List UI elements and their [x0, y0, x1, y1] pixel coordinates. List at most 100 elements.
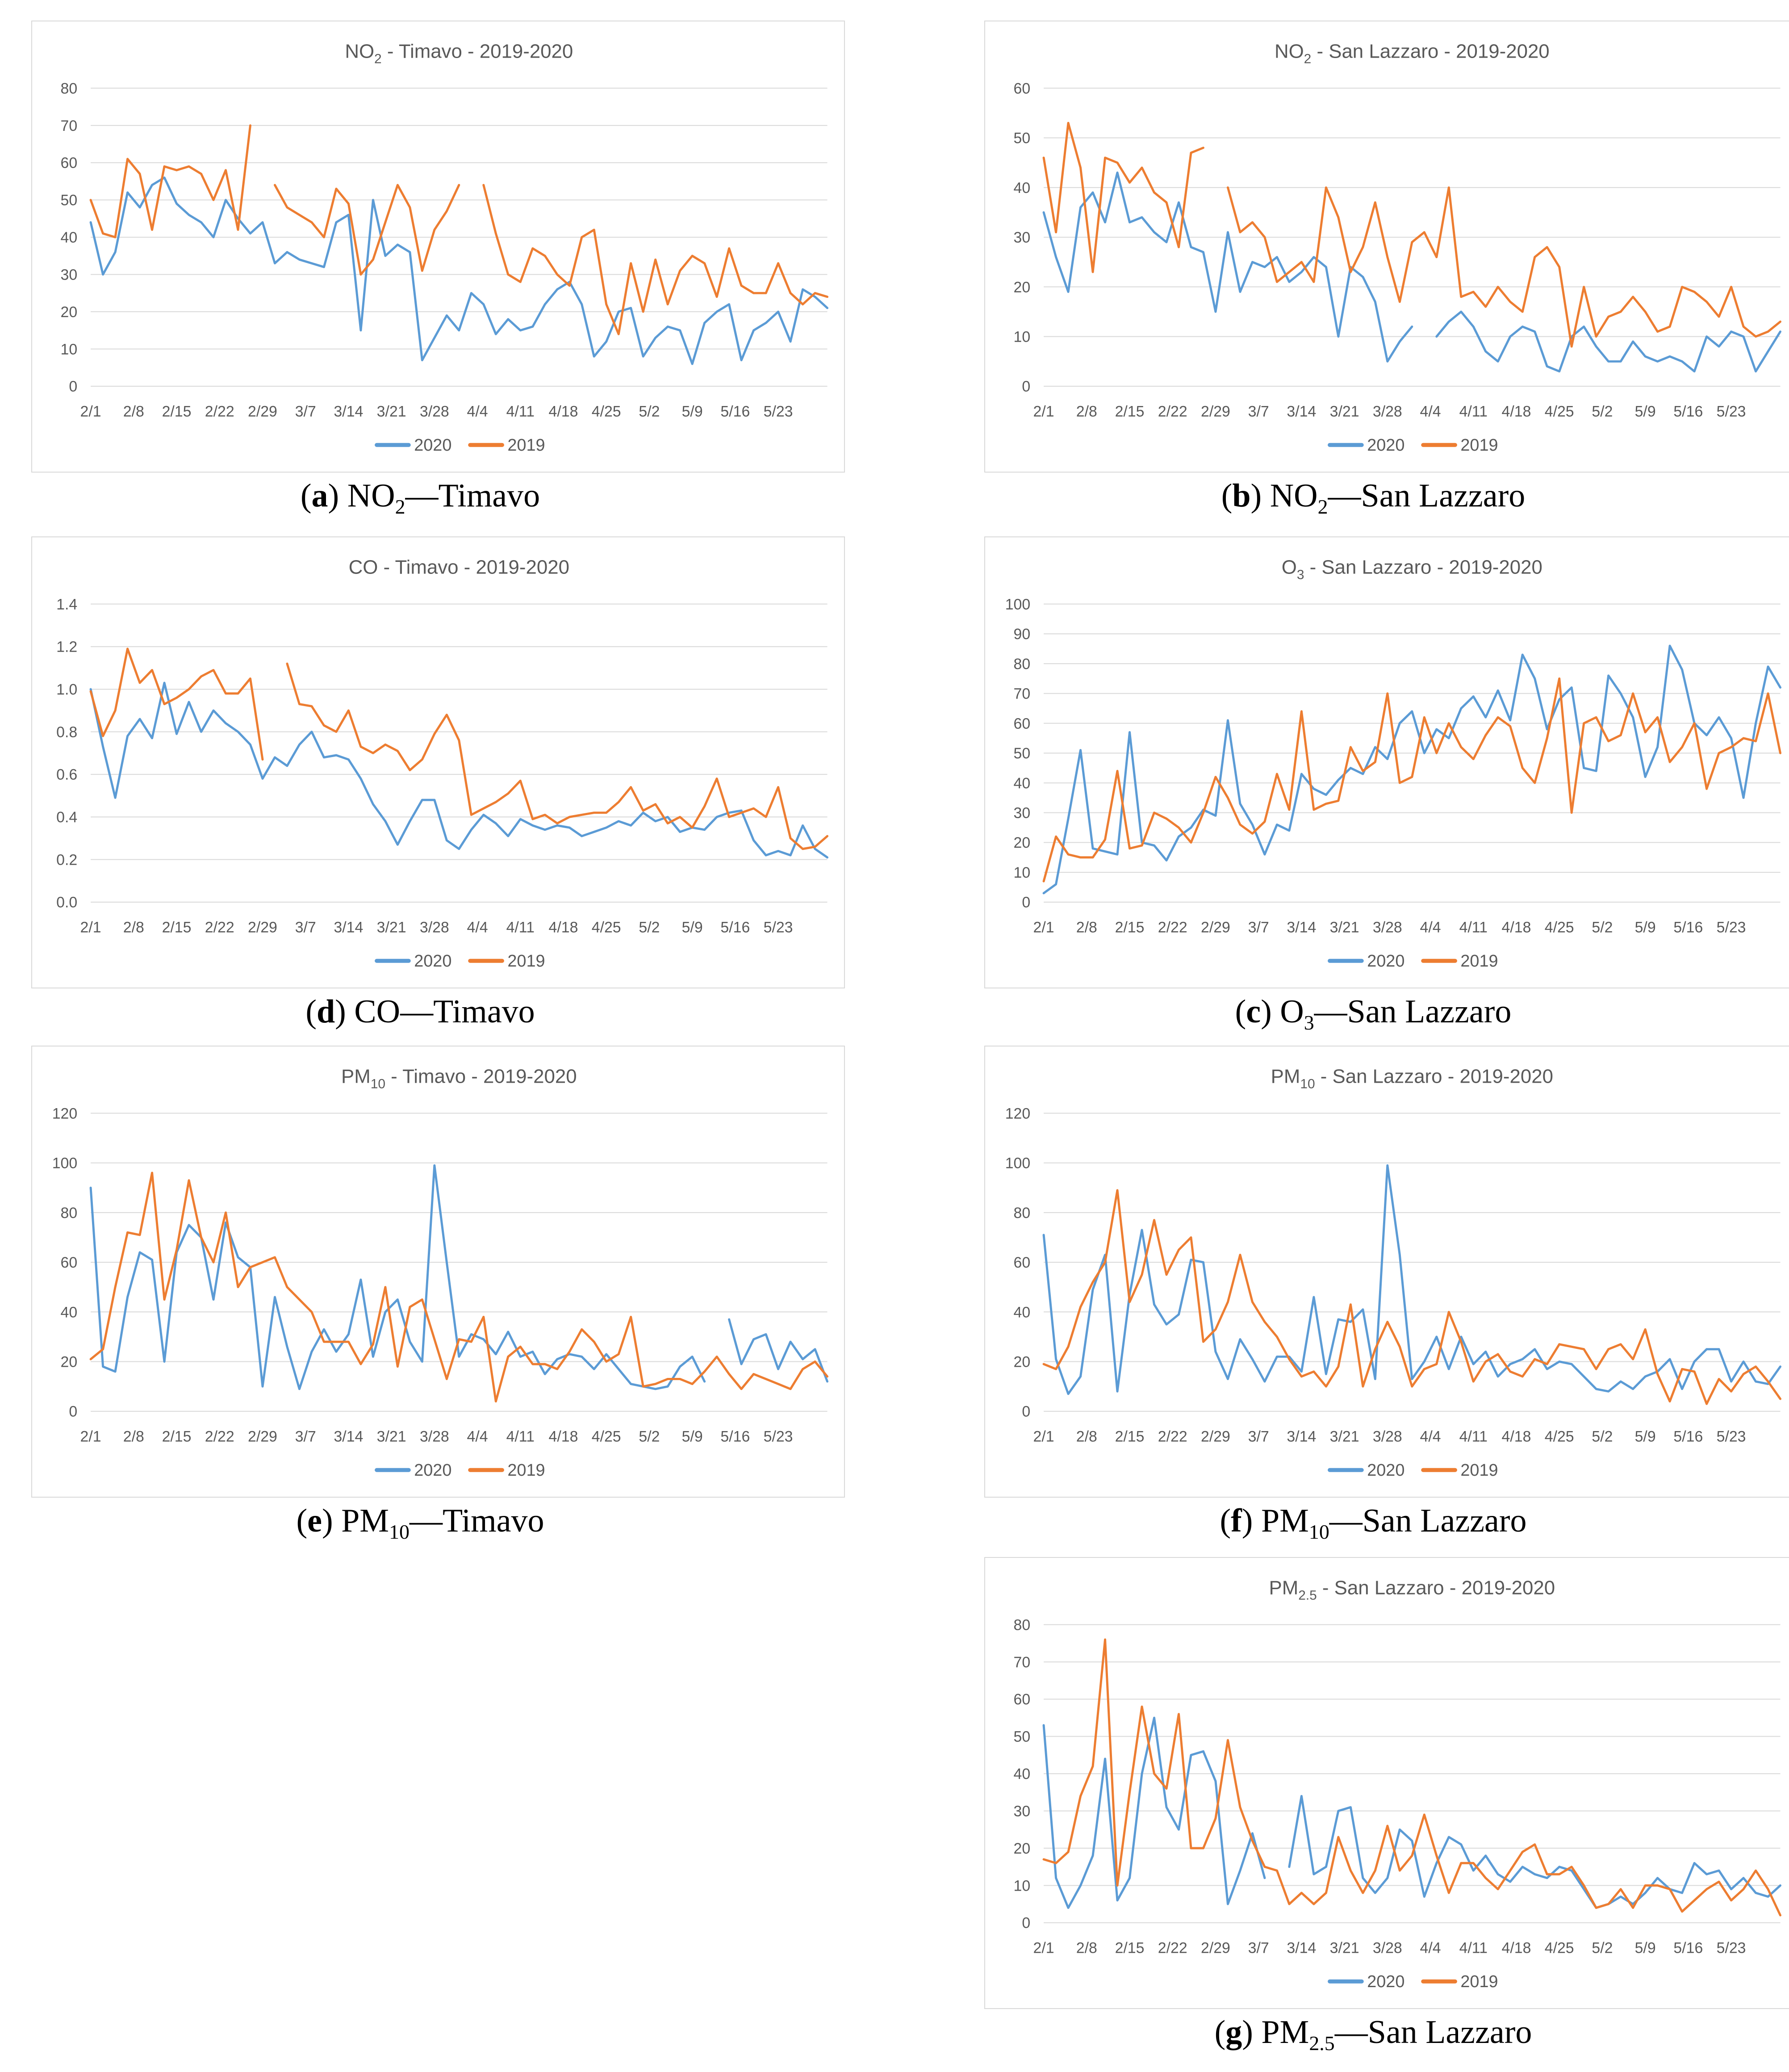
x-tick-label: 5/16 — [720, 403, 750, 420]
series-line-2020 — [1042, 645, 1782, 895]
chart-title: O3 - San Lazzaro - 2019-2020 — [1282, 557, 1542, 582]
chart-no2-san-lazzaro: 0 10 20 30 40 50 60 2/1 2/8 2/15 2/22 2/29 3/7 3/14 3/… — [1014, 41, 1782, 455]
caption-b: (b) NO2—San Lazzaro — [966, 469, 1780, 534]
y-tick-label: 10 — [1014, 328, 1031, 345]
chart-title: PM2.5 - San Lazzaro - 2019-2020 — [1269, 1577, 1555, 1603]
y-tick-label: 80 — [1014, 1205, 1031, 1222]
x-tick-label: 2/1 — [1033, 1939, 1054, 1956]
x-tick-label: 2/8 — [1076, 1428, 1097, 1445]
y-tick-label: 60 — [61, 1254, 78, 1271]
series-line-2019 — [273, 184, 460, 276]
x-tick-label: 4/11 — [1459, 403, 1488, 420]
y-tick-label: 0.8 — [56, 724, 77, 741]
y-tick-label: 40 — [61, 229, 78, 246]
caption-letter: g — [1225, 2014, 1242, 2051]
x-tick-label: 4/25 — [592, 1428, 621, 1445]
x-tick-label: 5/9 — [1635, 403, 1656, 420]
chart-pm10-timavo: 0 20 40 60 80 100 120 2/1 2/8 2/15 2/22 2/29 3/7 3/14… — [52, 1066, 829, 1480]
series-line-2020 — [728, 1318, 829, 1383]
x-tick-label: 4/18 — [1502, 919, 1531, 936]
caption-formula: PM — [341, 1503, 389, 1539]
x-tick-label: 5/16 — [1673, 1939, 1703, 1956]
y-tick-label: 40 — [1014, 1304, 1031, 1321]
series-line-2020 — [89, 1164, 706, 1390]
x-tick-label: 4/18 — [1502, 403, 1531, 420]
x-tick-label: 3/28 — [420, 403, 449, 420]
x-tick-label: 4/4 — [467, 919, 488, 936]
x-tick-label: 5/2 — [639, 1428, 660, 1445]
chart-title: CO - Timavo - 2019-2020 — [349, 557, 569, 578]
x-tick-label: 2/1 — [1033, 1428, 1054, 1445]
y-tick-label: 0 — [69, 1403, 77, 1420]
y-tick-label: 10 — [61, 341, 78, 358]
series-line-2020 — [1042, 1164, 1782, 1395]
x-tick-label: 3/14 — [1287, 919, 1316, 936]
chart-pm25-san-lazzaro: 0 10 20 30 40 50 60 70 80 2/1 2/8 2/15 2/22 2/29 3/7 3/… — [1014, 1577, 1782, 1991]
y-tick-label: 20 — [1014, 1840, 1031, 1857]
y-tick-label: 80 — [61, 80, 78, 97]
chart-panel-co-timavo: 0.0 0.2 0.4 0.6 0.8 1.0 1.2 1.4 2/1 2/8 2/15 2/22 2/… — [31, 536, 845, 988]
y-tick-label: 80 — [61, 1205, 78, 1222]
x-tick-label: 3/7 — [295, 403, 316, 420]
x-tick-label: 5/23 — [764, 919, 793, 936]
y-tick-label: 10 — [1014, 1877, 1031, 1894]
chart-panel-pm25-san-lazzaro: 0 10 20 30 40 50 60 70 80 2/1 2/8 2/15 2/22 2/29 3/7 3/… — [984, 1557, 1789, 2009]
chart-pm10-san-lazzaro: 0 20 40 60 80 100 120 2/1 2/8 2/15 2/22 2/29 3/7 3/14… — [1005, 1066, 1782, 1480]
x-tick-label: 2/29 — [1201, 919, 1230, 936]
y-tick-label: 30 — [61, 266, 78, 283]
caption-paren-open: ( — [1221, 477, 1233, 514]
legend-label-2020: 2020 — [414, 952, 451, 971]
x-tick-label: 2/8 — [123, 403, 144, 420]
series-line-2019 — [1042, 1638, 1782, 1917]
caption-letter: f — [1231, 1503, 1242, 1539]
caption-station: San Lazzaro — [1347, 993, 1512, 1030]
x-tick-label: 4/11 — [506, 919, 535, 936]
caption-dash: — — [1329, 1503, 1363, 1539]
x-tick-label: 2/8 — [1076, 403, 1097, 420]
caption-paren-open: ( — [305, 993, 317, 1030]
caption-dash: — — [1314, 993, 1347, 1030]
caption-paren-close: ) — [1250, 477, 1270, 514]
x-tick-label: 3/28 — [1373, 1939, 1402, 1956]
x-tick-label: 4/4 — [1420, 1428, 1441, 1445]
x-tick-label: 4/4 — [1420, 403, 1441, 420]
y-tick-label: 70 — [1014, 686, 1031, 703]
legend-label-2020: 2020 — [414, 436, 451, 455]
x-tick-label: 4/4 — [467, 1428, 488, 1445]
caption-paren-open: ( — [300, 477, 312, 514]
legend-label-2019: 2019 — [507, 1461, 545, 1480]
x-tick-label: 2/22 — [205, 919, 234, 936]
x-tick-label: 2/1 — [1033, 919, 1054, 936]
chart-no2-timavo: 0 10 20 30 40 50 60 70 80 2/1 2/8 2/15 2/22 2/29 3/7 3/… — [61, 41, 829, 455]
y-tick-label: 1.0 — [56, 681, 77, 698]
x-tick-label: 3/7 — [1248, 1939, 1269, 1956]
chart-panel-pm10-san-lazzaro: 0 20 40 60 80 100 120 2/1 2/8 2/15 2/22 2/29 3/7 3/14… — [984, 1046, 1789, 1498]
caption-paren-open: ( — [1235, 993, 1246, 1030]
x-tick-label: 3/14 — [334, 919, 363, 936]
y-tick-label: 60 — [1014, 1691, 1031, 1708]
x-tick-label: 3/7 — [1248, 403, 1269, 420]
caption-paren-open: ( — [1214, 2014, 1226, 2051]
y-tick-label: 120 — [52, 1105, 77, 1122]
x-tick-label: 2/29 — [1201, 1428, 1230, 1445]
x-tick-label: 2/15 — [1115, 919, 1145, 936]
x-tick-label: 2/22 — [205, 1428, 234, 1445]
x-tick-label: 2/15 — [1115, 403, 1145, 420]
x-tick-label: 3/21 — [377, 403, 406, 420]
y-tick-label: 20 — [1014, 834, 1031, 851]
x-tick-label: 5/23 — [764, 403, 793, 420]
series-line-2019 — [1042, 1189, 1782, 1405]
caption-dash: — — [1328, 477, 1361, 514]
x-tick-label: 3/7 — [295, 919, 316, 936]
caption-formula: PM — [1261, 1503, 1309, 1539]
y-tick-label: 20 — [1014, 279, 1031, 296]
caption-dash: — — [1334, 2014, 1368, 2051]
caption-formula: NO — [1270, 477, 1318, 514]
y-tick-label: 0.0 — [56, 894, 77, 911]
caption-dash: — — [409, 1503, 443, 1539]
series-line-2019 — [1226, 186, 1782, 348]
legend-label-2020: 2020 — [414, 1461, 451, 1480]
y-tick-label: 80 — [1014, 1616, 1031, 1633]
x-tick-label: 2/29 — [1201, 403, 1230, 420]
x-tick-label: 3/21 — [1330, 1939, 1359, 1956]
